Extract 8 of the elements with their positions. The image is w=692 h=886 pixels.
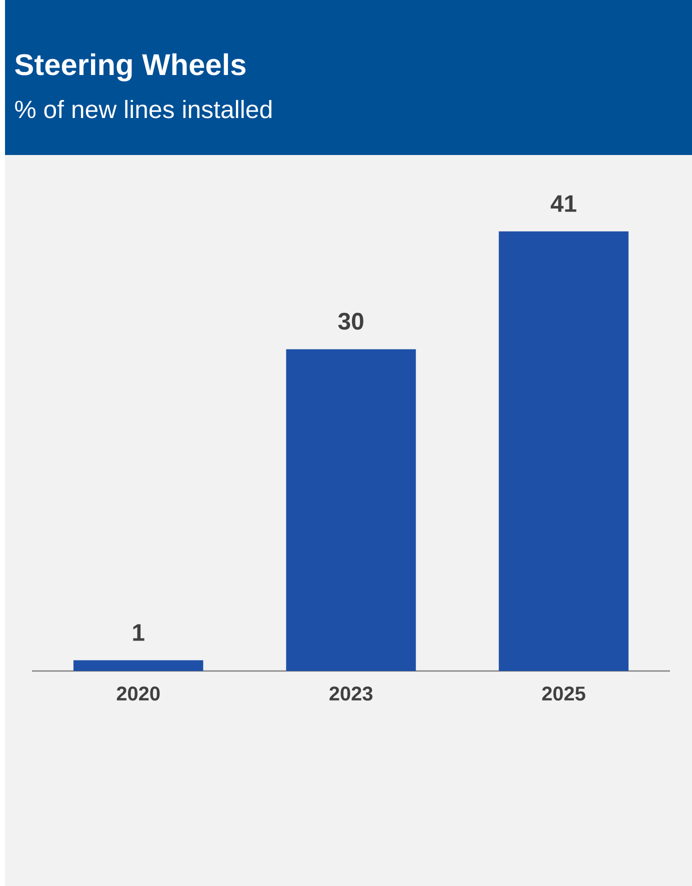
data-label: 30: [338, 312, 364, 330]
x-tick-label: 2020: [116, 686, 160, 701]
data-label: 41: [550, 195, 576, 212]
x-tick-label: 2023: [330, 686, 372, 701]
chart-title: Steering Wheels: [15, 53, 246, 82]
chart-subtitle: % of new lines installed: [15, 100, 272, 118]
data-label: 1: [133, 624, 144, 641]
x-tick-label: 2025: [542, 686, 586, 701]
